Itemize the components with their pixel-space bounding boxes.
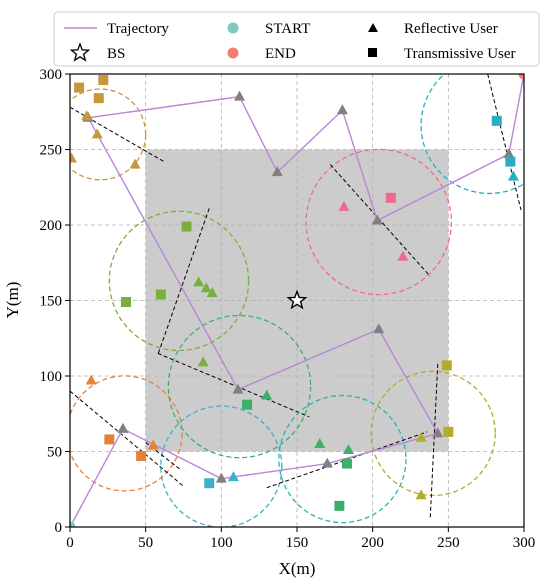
reflective-user-marker: [206, 286, 218, 297]
transmissive-user-marker: [491, 115, 502, 126]
legend-transmissive-swatch: [368, 48, 377, 57]
legend-start-swatch: [227, 22, 239, 34]
transmissive-user-marker: [505, 156, 516, 167]
x-tick-label: 200: [361, 535, 384, 551]
reflective-user-marker: [197, 356, 209, 367]
trajectory-waypoint: [233, 90, 245, 101]
transmissive-user-marker: [74, 82, 85, 93]
reflective-user-marker: [193, 276, 205, 287]
reflective-user-marker: [415, 431, 427, 442]
x-tick-label: 150: [286, 535, 309, 551]
legend-bs-label: BS: [107, 46, 125, 62]
transmissive-user-marker: [341, 458, 352, 469]
cluster-6-coverage-circle: [278, 394, 407, 524]
trajectory-waypoint: [321, 457, 333, 468]
reflective-user-marker: [129, 158, 141, 169]
x-tick-label: 50: [138, 535, 153, 551]
cluster-3-boundary-line: [70, 390, 184, 487]
y-tick-label: 250: [40, 143, 63, 159]
legend-reflective-swatch: [368, 23, 378, 32]
x-tick-label: 0: [66, 535, 74, 551]
transmissive-user-marker: [242, 399, 253, 410]
reflective-user-marker: [507, 170, 519, 181]
cluster-9-boundary-line: [487, 74, 522, 211]
reflective-user-marker: [81, 110, 93, 121]
legend-trajectory-label: Trajectory: [107, 21, 169, 37]
cluster-4-coverage-circle: [160, 405, 283, 527]
cluster-9-coverage-circle: [420, 74, 524, 195]
y-tick-label: 50: [47, 445, 62, 461]
cluster-1-boundary-line: [70, 106, 165, 163]
trajectory-waypoint: [373, 323, 385, 334]
trajectory-waypoint: [117, 422, 129, 433]
reflective-user-marker: [70, 152, 78, 163]
transmissive-user-marker: [385, 192, 396, 203]
transmissive-user-marker: [443, 426, 454, 437]
cluster-2-coverage-circle: [108, 210, 250, 352]
legend-end-label: END: [265, 46, 296, 62]
x-axis-label: X(m): [279, 559, 316, 578]
x-tick-label: 250: [437, 535, 460, 551]
y-tick-label: 200: [40, 218, 63, 234]
trajectory-waypoint: [432, 427, 444, 438]
reflective-user-marker: [227, 471, 239, 482]
trajectory-waypoint: [336, 104, 348, 115]
legend-bs-swatch: [69, 42, 91, 62]
transmissive-user-marker: [136, 451, 147, 462]
end-marker: [518, 74, 524, 80]
reflective-user-marker: [338, 200, 350, 211]
cluster-4-boundary-line: [157, 352, 310, 418]
reflective-user-marker: [147, 439, 159, 450]
y-tick-label: 0: [55, 520, 63, 536]
legend-frame: [53, 11, 540, 67]
base-station-marker: [286, 289, 308, 310]
legend-end-swatch: [227, 47, 239, 59]
axes: 0 50 100 150 200 250 300 0 50 100 150 200 250 300: [40, 67, 536, 551]
legend-transmissive-label: Transmissive User: [404, 46, 516, 62]
cluster-3-coverage-circle: [70, 375, 183, 492]
trajectory-waypoint: [271, 166, 283, 177]
transmissive-user-marker: [104, 434, 115, 445]
x-tick-label: 300: [513, 535, 536, 551]
cluster-7-coverage-circle: [370, 370, 496, 497]
reflective-user-marker: [415, 489, 427, 500]
cluster-1-coverage-circle: [70, 88, 147, 181]
y-tick-label: 100: [40, 369, 63, 385]
transmissive-user-marker: [155, 289, 166, 300]
trajectory-waypoint: [215, 472, 227, 483]
reflective-user-marker: [397, 250, 409, 261]
legend-start-label: START: [265, 21, 310, 37]
reflective-user-marker: [314, 437, 326, 448]
reflective-user-marker: [261, 389, 273, 400]
trajectory-waypoint: [232, 383, 244, 394]
reflective-user-marker: [91, 128, 103, 139]
y-axis-label: Y(m): [3, 282, 22, 319]
transmissive-user-marker: [204, 478, 215, 489]
trajectory-waypoint: [503, 148, 515, 159]
trajectory-waypoint: [371, 214, 383, 225]
legend: Trajectory START Reflective User BS END …: [53, 11, 540, 67]
reflective-user-marker: [85, 374, 97, 385]
transmissive-user-marker: [93, 93, 104, 104]
transmissive-user-marker: [334, 500, 345, 511]
reflective-user-marker: [342, 443, 354, 454]
trajectory-line: [70, 74, 524, 527]
transmissive-user-marker: [441, 360, 452, 371]
transmissive-user-marker: [98, 75, 109, 86]
x-tick-label: 100: [210, 535, 233, 551]
plot-area: [70, 74, 524, 527]
y-tick-label: 300: [40, 67, 63, 83]
legend-reflective-label: Reflective User: [404, 21, 498, 37]
cluster-5-coverage-circle: [167, 314, 312, 459]
transmissive-user-marker: [120, 297, 131, 308]
transmissive-user-marker: [181, 221, 192, 232]
cluster-8-coverage-circle: [305, 148, 453, 296]
y-tick-label: 150: [40, 294, 63, 310]
reflective-user-marker: [200, 282, 212, 293]
start-marker: [70, 521, 76, 527]
